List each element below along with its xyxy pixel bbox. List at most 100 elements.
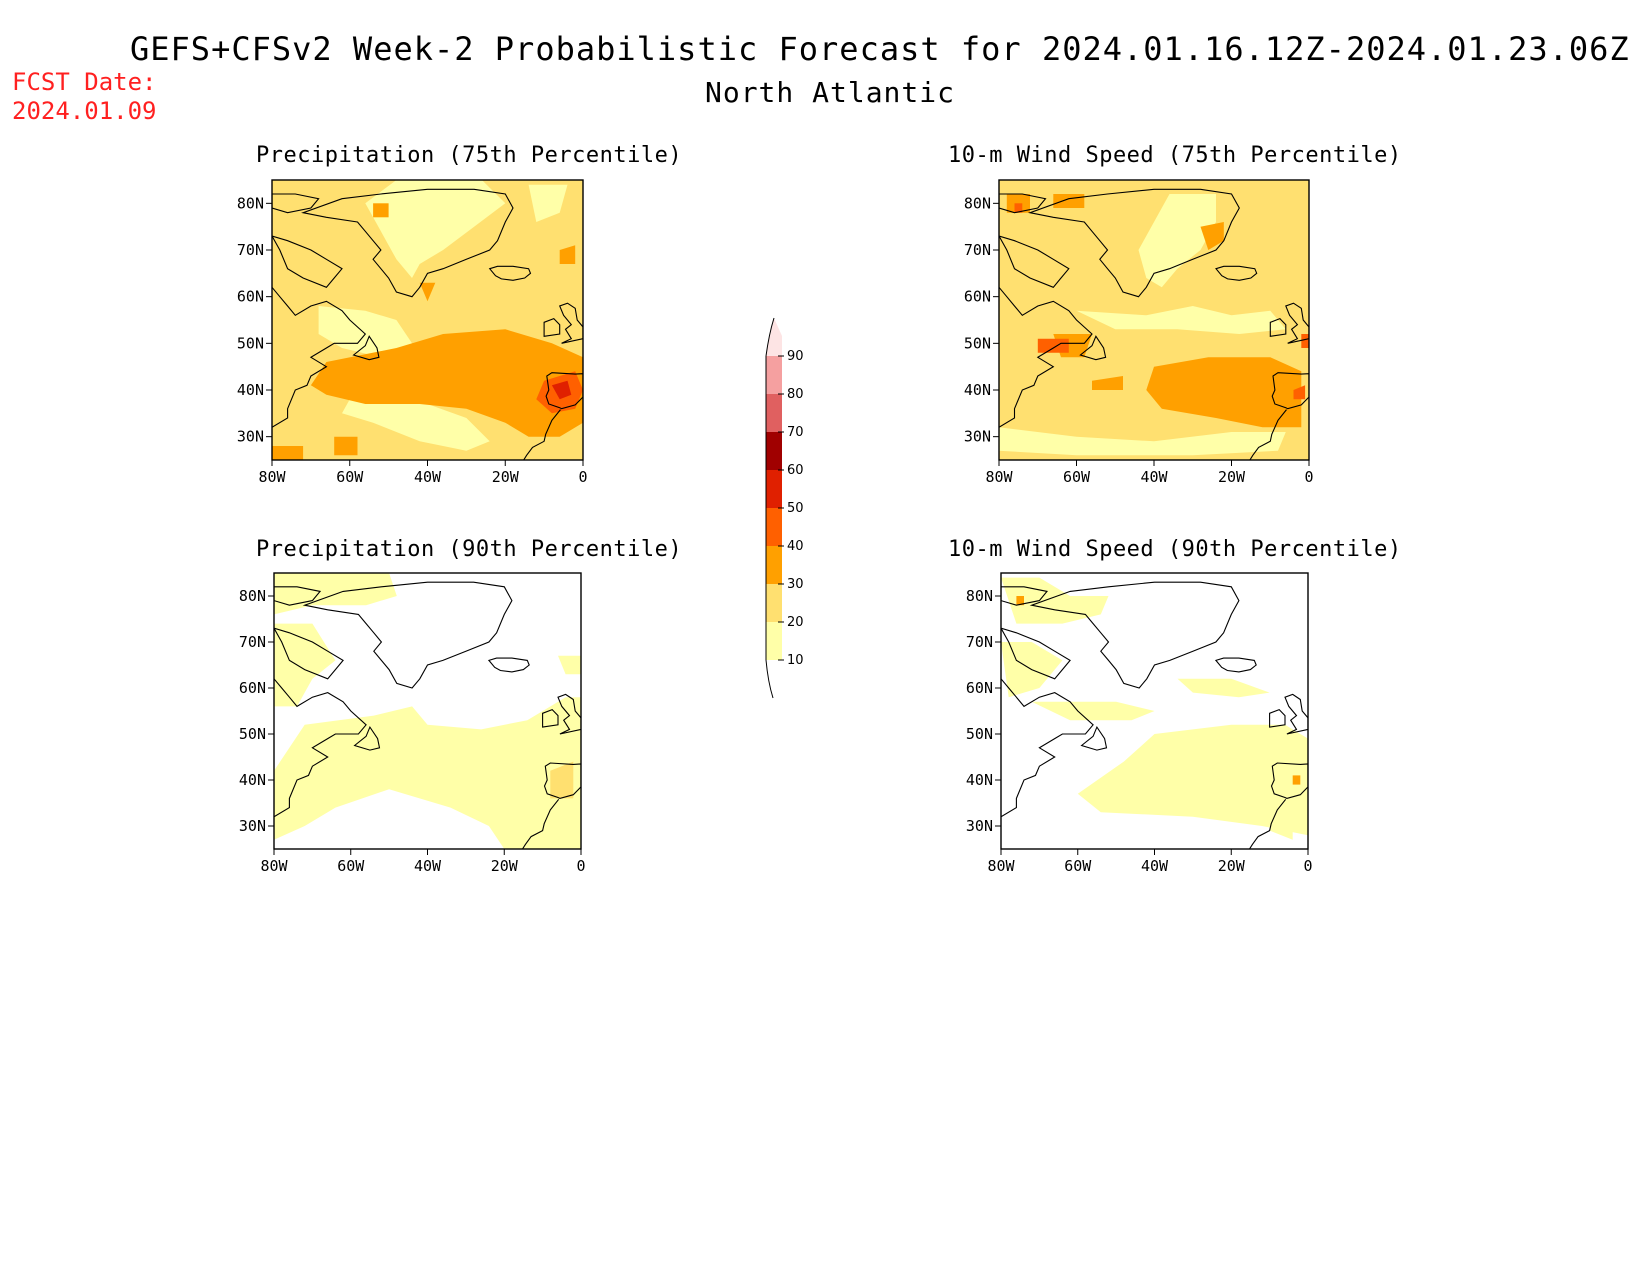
lat-tick-label: 80N	[237, 194, 264, 212]
map-panels: 80W 60W 40W 20W 0 80N 70N 60N 50N 40N 30N 80W 60W 40W…	[237, 179, 1314, 875]
colorbar-label: 30	[787, 577, 804, 592]
lat-tick-label: 60N	[239, 679, 266, 697]
colorbar-segment	[766, 584, 782, 622]
coastline-labrador	[272, 286, 367, 428]
probability-region	[1200, 222, 1224, 250]
coastline-africa	[523, 409, 561, 460]
coastline-ellesmere	[272, 193, 320, 214]
colorbar-label: 20	[787, 615, 804, 630]
colorbar-label: 80	[787, 387, 804, 402]
coastline-labrador	[999, 286, 1093, 428]
coastlines	[999, 188, 1309, 460]
panel-title-precip90: Precipitation (90th Percentile)	[256, 537, 683, 562]
coastline-ireland	[1269, 317, 1287, 337]
probability-region	[1001, 577, 1109, 624]
main-title: GEFS+CFSv2 Week-2 Probabilistic Forecast…	[130, 30, 1630, 68]
panel-title-precip75: Precipitation (75th Percentile)	[256, 143, 683, 168]
map-panel-precip90: 80W 60W 40W 20W 0 80N 70N 60N 50N 40N 30N	[239, 572, 586, 875]
map-panel-precip75: 80W 60W 40W 20W 0 80N 70N 60N 50N 40N 30N	[237, 179, 588, 486]
lat-tick-label: 30N	[966, 817, 993, 835]
coastlines	[274, 581, 581, 849]
coastline-newfoundland	[1080, 725, 1108, 751]
probability-region	[559, 245, 576, 264]
lon-tick-label: 0	[1303, 857, 1312, 875]
probability-region	[1014, 203, 1023, 213]
colorbar-segment	[766, 356, 782, 394]
coastline-uk	[1284, 693, 1308, 735]
lat-tick-label: 70N	[239, 633, 266, 651]
probability-region	[551, 380, 572, 400]
coastline-ireland	[543, 317, 561, 337]
lon-tick-label: 80W	[985, 468, 1013, 486]
lat-tick-label: 50N	[966, 725, 993, 743]
coastline-iceland	[1215, 265, 1258, 281]
probability-region	[1269, 807, 1293, 840]
probability-region	[419, 282, 436, 302]
coastline-labrador	[274, 678, 367, 818]
lat-tick-label: 40N	[966, 771, 993, 789]
probability-region	[1301, 334, 1309, 348]
lon-tick-label: 80W	[987, 857, 1015, 875]
coastline-iberia	[545, 372, 583, 410]
lon-tick-label: 0	[576, 857, 585, 875]
lon-tick-label: 40W	[1140, 468, 1168, 486]
coastline-iberia	[543, 762, 581, 799]
lon-tick-label: 60W	[336, 468, 364, 486]
coastline-newfoundland	[352, 335, 380, 361]
lon-tick-label: 40W	[414, 468, 442, 486]
coastline-uk	[558, 302, 583, 344]
probability-region	[1177, 678, 1270, 698]
probability-region	[1077, 724, 1308, 836]
lon-tick-label: 20W	[1218, 857, 1246, 875]
forecast-date-value: 2024.01.09	[12, 97, 157, 125]
coastline-africa	[1248, 798, 1287, 849]
coastline-newfoundland	[1079, 335, 1107, 361]
coastline-africa	[521, 798, 560, 849]
colorbar-label: 40	[787, 539, 804, 554]
lat-tick-label: 80N	[966, 587, 993, 605]
coastline-newfoundland	[353, 725, 381, 751]
coastline-greenland	[1029, 581, 1240, 689]
probability-region	[365, 180, 506, 278]
probability-region	[999, 427, 1286, 456]
probability-region	[1293, 385, 1306, 400]
lon-tick-label: 80W	[258, 468, 286, 486]
coastline-baffin	[999, 235, 1070, 288]
lat-tick-label: 30N	[239, 817, 266, 835]
probability-region	[272, 446, 304, 460]
colorbar-segment	[766, 546, 782, 584]
coastline-baffin	[274, 627, 344, 680]
colorbar-segment	[766, 470, 782, 508]
probability-region	[550, 761, 574, 799]
lat-tick-label: 50N	[964, 334, 991, 352]
lat-tick-label: 30N	[964, 428, 991, 446]
probability-region	[1037, 338, 1069, 353]
coastline-baffin	[1001, 627, 1071, 680]
region-subtitle: North Atlantic	[704, 76, 955, 109]
lon-tick-label: 20W	[492, 468, 520, 486]
lat-tick-label: 40N	[239, 771, 266, 789]
colorbar-label: 60	[787, 463, 804, 478]
panel-title-wind90: 10-m Wind Speed (90th Percentile)	[948, 537, 1402, 562]
probability-region	[528, 184, 568, 222]
panel-title-wind75: 10-m Wind Speed (75th Percentile)	[948, 143, 1402, 168]
coastline-ellesmere	[999, 193, 1047, 214]
probability-region	[1053, 194, 1085, 208]
coastline-ireland	[1269, 708, 1286, 728]
probability-region	[1138, 194, 1216, 288]
lon-tick-label: 40W	[414, 857, 442, 875]
probability-region	[274, 623, 336, 707]
lon-tick-label: 20W	[1218, 468, 1246, 486]
probability-region	[318, 306, 412, 358]
lon-tick-label: 20W	[491, 857, 519, 875]
lat-tick-label: 60N	[964, 288, 991, 306]
probability-fields	[999, 180, 1309, 460]
coastline-ireland	[542, 708, 559, 728]
probability-region	[1076, 306, 1286, 334]
colorbar-segment	[766, 622, 782, 660]
lon-tick-label: 60W	[1064, 857, 1092, 875]
lat-tick-label: 30N	[237, 428, 264, 446]
lat-tick-label: 40N	[237, 381, 264, 399]
forecast-date: FCST Date: 2024.01.09	[12, 68, 157, 126]
